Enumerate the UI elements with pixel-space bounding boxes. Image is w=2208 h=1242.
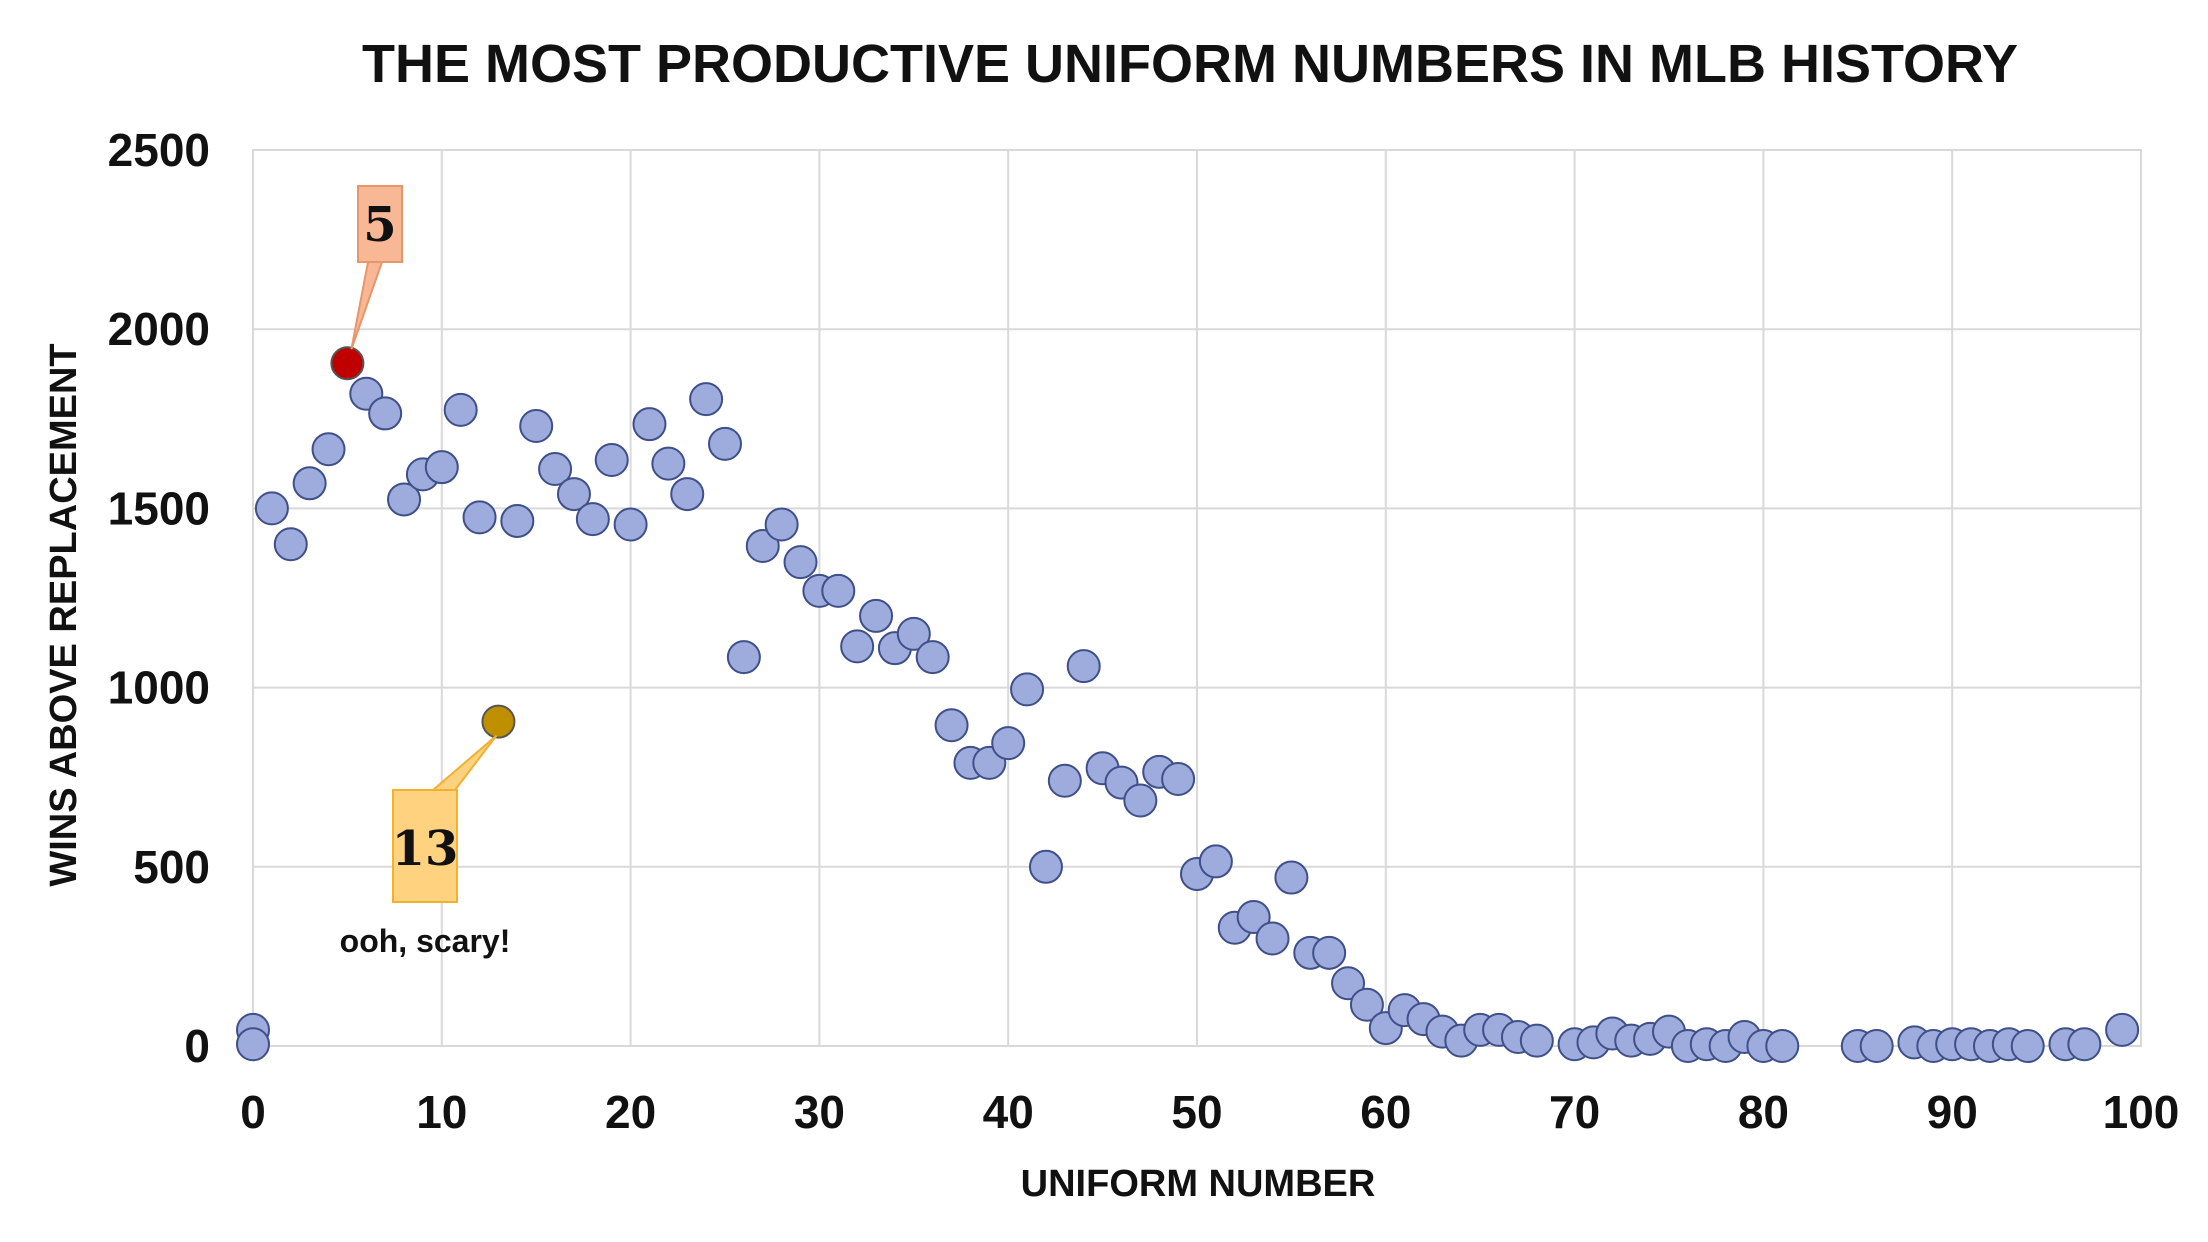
data-point [708, 426, 742, 461]
data-point [745, 529, 780, 564]
data-point [783, 545, 818, 580]
data-point [1255, 921, 1290, 956]
data-point [651, 446, 686, 481]
callout-pointer-5 [350, 261, 384, 350]
data-point [991, 726, 1026, 761]
callout-label-13: 13 [392, 821, 459, 877]
data-points [236, 346, 2140, 1063]
x-tick-label: 70 [1549, 1086, 1600, 1138]
y-tick-label: 1500 [108, 482, 210, 534]
data-point [632, 407, 667, 442]
data-point [311, 432, 346, 467]
x-tick-label: 20 [605, 1086, 656, 1138]
data-point [1198, 844, 1233, 879]
data-point [500, 503, 535, 538]
x-tick-label: 100 [2103, 1086, 2180, 1138]
x-tick-label: 90 [1927, 1086, 1978, 1138]
data-point [273, 527, 308, 562]
x-tick-label: 0 [240, 1086, 266, 1138]
data-point [1123, 783, 1158, 818]
data-point [1765, 1029, 1800, 1063]
data-point [840, 629, 875, 664]
data-point [1312, 935, 1347, 970]
data-point [519, 408, 554, 443]
data-point [1028, 849, 1063, 884]
data-point [575, 502, 610, 537]
x-tick-label: 40 [983, 1086, 1034, 1138]
grid [252, 149, 2142, 1047]
data-point [1066, 649, 1101, 684]
data-point [2067, 1027, 2102, 1062]
y-axis-ticks: 0 500 1000 1500 2000 2500 [108, 124, 210, 1072]
data-point [1236, 899, 1271, 934]
data-point [1331, 966, 1366, 1001]
data-point [1349, 987, 1384, 1022]
callout-label-5: 5 [363, 197, 396, 253]
callout-note-13: ooh, scary! [340, 923, 511, 959]
y-tick-label: 500 [133, 841, 210, 893]
data-point [726, 640, 761, 675]
data-point [1010, 672, 1045, 707]
y-tick-label: 2000 [108, 303, 210, 355]
data-point [368, 396, 403, 431]
x-tick-label: 60 [1360, 1086, 1411, 1138]
data-point [236, 1027, 270, 1062]
callout-box-13 [392, 789, 458, 903]
y-tick-label: 0 [184, 1020, 210, 1072]
data-point [594, 443, 629, 478]
data-point [1161, 761, 1196, 796]
data-point [1859, 1029, 1894, 1063]
data-point [859, 598, 894, 633]
y-axis-title: WINS ABOVE REPLACEMENT [43, 343, 85, 886]
data-point [670, 477, 705, 512]
data-point [896, 616, 931, 651]
callouts: 5 13 ooh, scary! [340, 185, 511, 959]
data-point [689, 382, 724, 417]
data-point [292, 466, 327, 501]
highlighted-point-5 [330, 346, 365, 381]
data-point [613, 507, 648, 542]
data-point [424, 450, 459, 485]
data-point [462, 500, 497, 535]
x-axis-title: UNIFORM NUMBER [1021, 1163, 1376, 1205]
data-point [556, 477, 591, 512]
x-tick-label: 50 [1171, 1086, 1222, 1138]
highlighted-point-13 [481, 704, 516, 739]
data-point [254, 491, 289, 526]
data-point [2010, 1029, 2045, 1063]
data-point [934, 708, 969, 743]
data-point [1274, 860, 1309, 895]
chart-title: THE MOST PRODUCTIVE UNIFORM NUMBERS IN M… [362, 34, 2018, 94]
data-point [2105, 1012, 2140, 1047]
data-point [821, 573, 856, 608]
x-tick-label: 10 [416, 1086, 467, 1138]
x-axis-ticks: 0 10 20 30 40 50 60 70 80 90 100 [240, 1086, 2179, 1138]
data-point [538, 451, 573, 486]
x-tick-label: 30 [794, 1086, 845, 1138]
data-point [764, 507, 799, 542]
data-point [1047, 763, 1082, 798]
x-tick-label: 80 [1738, 1086, 1789, 1138]
y-tick-label: 1000 [108, 662, 210, 714]
data-point [387, 482, 422, 517]
data-point [1519, 1023, 1554, 1058]
callout-box-5 [357, 185, 403, 263]
y-tick-label: 2500 [108, 124, 210, 176]
data-point [915, 640, 950, 675]
data-point [443, 392, 478, 427]
